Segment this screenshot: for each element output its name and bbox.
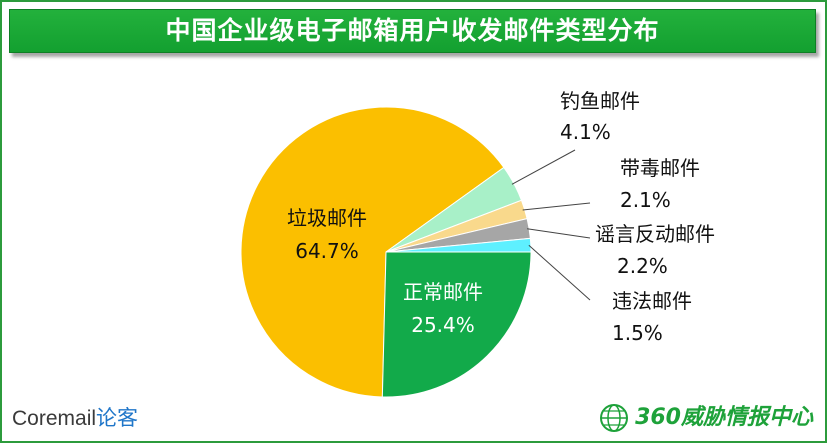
slice-label-value-5: 25.4% (411, 313, 475, 337)
pie-slices (240, 106, 532, 398)
pie-slice-5 (381, 251, 532, 398)
slice-label-name-1: 钓鱼邮件 (560, 89, 640, 113)
leader-line-1 (511, 149, 576, 185)
slice-label-name-3: 谣言反动邮件 (595, 222, 715, 246)
pie-slice-0 (240, 106, 505, 398)
slice-label-name-2: 带毒邮件 (620, 156, 700, 180)
title-banner: 中国企业级电子邮箱用户收发邮件类型分布 (9, 9, 816, 53)
globe-icon (600, 404, 629, 432)
slice-labels: 垃圾邮件 64.7% 钓鱼邮件 4.1% 带毒邮件 2.1% 谣言反动邮件 2.2% 违法邮件 1… (287, 89, 715, 345)
qihoo-360-brand-text: 360威胁情报中心 (635, 405, 813, 430)
slice-label-value-3: 2.2% (617, 254, 668, 278)
slice-label-value-1: 4.1% (560, 120, 611, 144)
coremail-logo: Coremail论客 (12, 404, 138, 434)
slice-label-value-4: 1.5% (612, 321, 663, 345)
leader-lines (511, 149, 591, 301)
slice-label-value-2: 2.1% (620, 188, 671, 212)
slice-label-name-0: 垃圾邮件 (287, 206, 367, 230)
coremail-brand-text: Coremail (12, 407, 97, 430)
slice-label-name-4: 违法邮件 (612, 289, 692, 313)
chart-title: 中国企业级电子邮箱用户收发邮件类型分布 (165, 16, 660, 45)
slice-label-value-0: 64.7% (295, 239, 359, 263)
qihoo-360-logo: 360威胁情报中心 (599, 400, 813, 436)
leader-line-2 (522, 202, 591, 211)
leader-line-3 (527, 228, 591, 239)
leader-line-4 (528, 244, 591, 301)
slice-label-name-5: 正常邮件 (403, 280, 483, 304)
coremail-brand-accent: 论客 (96, 407, 139, 430)
